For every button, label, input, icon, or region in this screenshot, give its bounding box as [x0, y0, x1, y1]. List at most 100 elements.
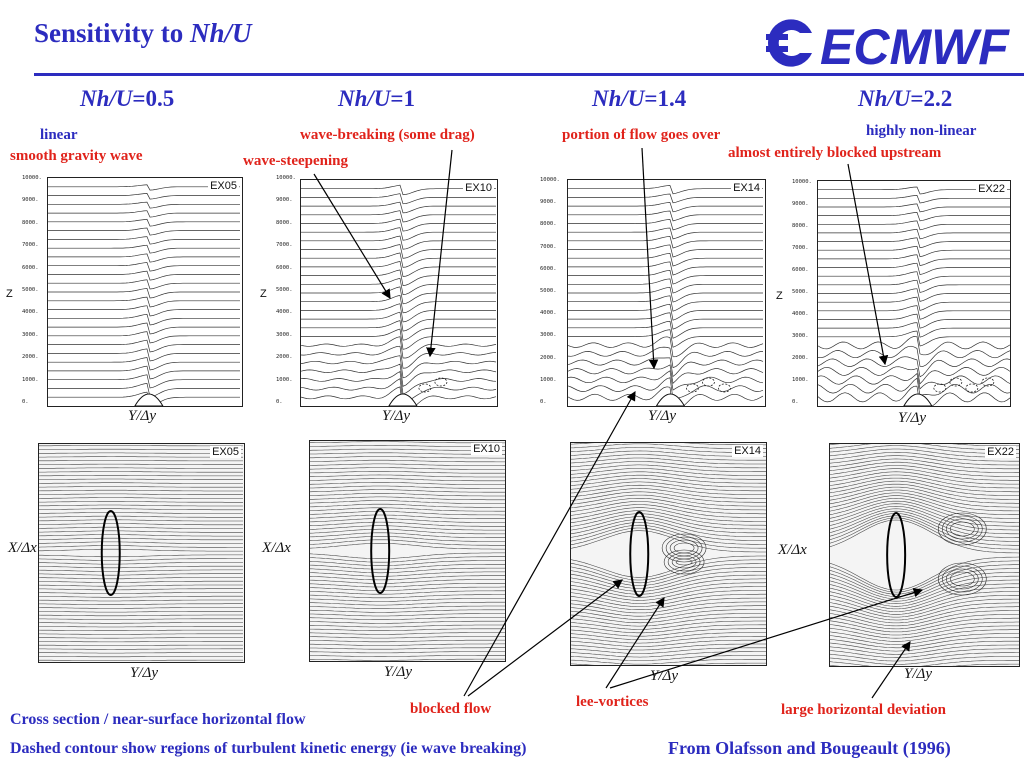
turbulence-contour — [981, 377, 995, 387]
horizontal-streamline — [39, 652, 243, 654]
streamline — [818, 377, 1010, 396]
horizontal-streamline — [571, 530, 766, 553]
streamline — [568, 357, 764, 378]
turbulence-contour — [686, 383, 699, 393]
horizontal-streamline — [39, 565, 243, 569]
horizontal-streamline — [571, 559, 766, 581]
horizontal-streamline — [830, 486, 1019, 504]
horizontal-streamline — [39, 501, 243, 503]
horizontal-streamline — [39, 478, 243, 480]
streamline — [48, 365, 240, 380]
cross-section-ex22: EX22 — [817, 180, 1011, 407]
horizontal-streamline — [310, 459, 505, 463]
streamline — [48, 253, 240, 263]
z-tick-label: 5000. — [22, 287, 39, 293]
horizontal-streamline — [571, 609, 766, 620]
horizontal-streamlines — [571, 443, 766, 665]
streamline — [48, 305, 240, 317]
streamline — [48, 236, 240, 245]
title-italic: Nh/U — [190, 18, 252, 48]
label-large-horizontal-deviation: large horizontal deviation — [781, 702, 946, 718]
streamline — [568, 253, 763, 267]
streamline — [301, 378, 497, 403]
horizontal-streamline — [310, 467, 505, 470]
horizontal-streamline — [39, 588, 243, 591]
horizontal-streamline — [571, 443, 766, 446]
streamline — [818, 237, 1010, 249]
horizontal-streamline — [571, 632, 766, 640]
z-tick-label: 7000. — [540, 243, 557, 250]
horizontal-streamline — [39, 471, 243, 473]
horizontal-streamline — [39, 599, 243, 602]
z-axis-label-2: Z — [260, 288, 267, 300]
streamline — [818, 271, 1010, 284]
horizontal-streamline — [310, 474, 505, 478]
streamline — [568, 244, 763, 258]
horizontal-streamline — [830, 517, 1019, 550]
mountain-outline — [370, 508, 391, 594]
streamline — [48, 270, 240, 281]
experiment-tag: EX22 — [976, 183, 1007, 195]
label-wave-steepening: wave-steepening — [243, 153, 348, 169]
experiment-tag: EX10 — [471, 443, 502, 455]
mountain-outline — [629, 511, 650, 597]
horizontal-streamline — [39, 548, 243, 552]
horizontal-streamline — [39, 569, 243, 572]
title-prefix: Sensitivity to — [34, 18, 191, 48]
streamline — [818, 366, 1010, 385]
horizontal-streamline — [310, 489, 505, 493]
streamline — [568, 227, 763, 240]
horizontal-streamline — [39, 504, 243, 507]
horizontal-streamline — [830, 560, 1019, 593]
z-tick-label: 3000. — [540, 332, 557, 339]
turbulence-contour — [718, 383, 731, 393]
horizontal-streamline — [830, 458, 1019, 470]
lee-vortex — [938, 562, 987, 596]
horizontal-streamline — [830, 595, 1019, 615]
streamline — [48, 296, 240, 308]
streamline — [48, 218, 240, 227]
streamline — [818, 279, 1010, 293]
lee-vortex — [663, 549, 705, 575]
lee-vortex — [942, 565, 983, 593]
streamline — [818, 254, 1010, 267]
horizontal-streamline — [310, 651, 505, 654]
nhu-value: =1 — [390, 86, 416, 111]
horizontal-streamline — [830, 500, 1019, 523]
horizontal-streamlines — [39, 445, 243, 661]
experiment-tag: EX05 — [208, 180, 239, 192]
horizontal-streamline — [310, 518, 505, 523]
streamline — [48, 331, 240, 344]
label-lee-vortices: lee-vortices — [576, 694, 649, 710]
horizontal-streamline — [39, 530, 243, 533]
streamlines — [568, 185, 764, 406]
z-tick-label: 10000. — [540, 177, 560, 183]
streamline — [301, 370, 497, 395]
horizontal-streamline — [310, 601, 505, 606]
horizontal-streamline — [830, 489, 1019, 508]
horizontal-streamline — [310, 493, 505, 497]
z-tick-label: 6000. — [792, 267, 809, 273]
horizontal-streamline — [571, 464, 766, 472]
nhu-heading-3: Nh/U=1.4 — [592, 86, 686, 112]
horizontal-streamline — [830, 452, 1019, 462]
footer-line-2: Dashed contour show regions of turbulent… — [10, 740, 527, 757]
horizontal-streamline — [830, 508, 1019, 535]
streamline — [48, 262, 240, 272]
horizontal-streamline — [39, 577, 243, 580]
streamline — [301, 235, 496, 250]
horizontal-streamline — [39, 618, 243, 620]
horizontal-streamline — [310, 655, 505, 657]
horizontal-streamline — [830, 471, 1019, 485]
streamline — [818, 220, 1010, 231]
streamlines — [301, 184, 497, 406]
horizontal-streamline — [830, 455, 1019, 466]
streamline — [818, 330, 1010, 347]
turbulence-contour — [965, 383, 979, 393]
z-tick-label: 4000. — [276, 309, 293, 316]
horizontal-streamline — [39, 659, 243, 661]
experiment-tag: EX22 — [985, 446, 1016, 458]
streamline — [301, 363, 497, 387]
horizontal-streamline — [39, 456, 243, 458]
z-tick-label: 2000. — [276, 354, 293, 361]
